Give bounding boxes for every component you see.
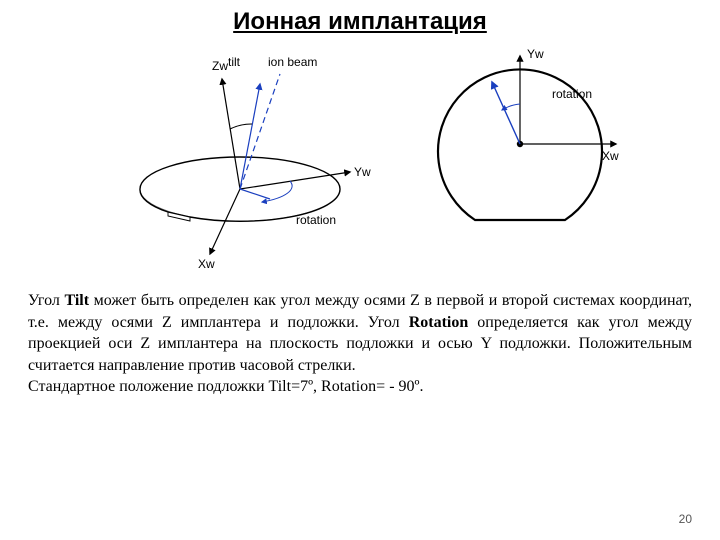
axis-z-label: Zw	[212, 59, 228, 73]
rotation-label-right: rotation	[552, 87, 592, 101]
slide-page: Ионная имплантация	[0, 0, 720, 540]
figure-panel: Zw Yw Xw tilt ion beam rotation	[120, 44, 620, 274]
axis-y-label: Yw	[354, 165, 371, 179]
ion-beam-label: ion beam	[268, 55, 317, 69]
axis-y-label-right: Yw	[527, 47, 544, 61]
p1-d: Rotation	[409, 314, 469, 331]
rotation-label-left: rotation	[296, 213, 336, 227]
body-paragraph: Угол Tilt может быть определен как угол …	[28, 290, 692, 398]
axis-x-label-right: Xw	[602, 149, 619, 163]
page-number: 20	[679, 512, 692, 526]
diagrams-svg: Zw Yw Xw tilt ion beam rotation	[120, 44, 620, 274]
axis-x-label: Xw	[198, 257, 215, 271]
p1-b: Tilt	[64, 292, 89, 309]
right-diagram: Yw Xw rotation	[438, 47, 619, 234]
page-title: Ионная имплантация	[0, 8, 720, 36]
tilt-label: tilt	[228, 55, 241, 69]
p1-a: Угол	[28, 292, 64, 309]
left-diagram: Zw Yw Xw tilt ion beam rotation	[140, 55, 371, 271]
p2: Стандартное положение подложки Tilt=7º, …	[28, 378, 423, 395]
